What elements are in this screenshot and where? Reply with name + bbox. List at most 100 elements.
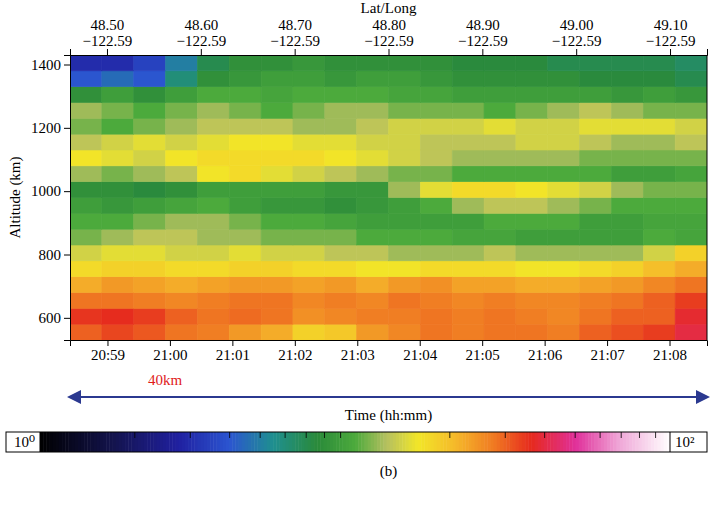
y-tick: 1400 — [31, 57, 70, 73]
x2-tick-label-line: 48.50 — [91, 17, 125, 33]
x2-tick-label-line: 48.90 — [466, 17, 500, 33]
heatmap-cell — [675, 87, 707, 103]
heatmap-cell — [484, 213, 516, 229]
heatmap-cell — [611, 213, 643, 229]
heatmap-cell — [325, 55, 357, 71]
heatmap-cell — [548, 182, 580, 198]
colorbar-swatch — [238, 432, 242, 452]
colorbar-frame — [6, 432, 707, 452]
heatmap-cell — [580, 118, 612, 134]
colorbar-swatch — [305, 432, 309, 452]
colorbar-swatch — [579, 432, 583, 452]
heatmap-cell — [580, 261, 612, 277]
colorbar-swatch — [582, 432, 586, 452]
heatmap-cell — [548, 55, 580, 71]
heatmap-cell — [484, 103, 516, 119]
colorbar-swatch — [188, 432, 192, 452]
heatmap-cell — [357, 229, 389, 245]
heatmap-cell — [229, 245, 261, 261]
heatmap-cell — [357, 324, 389, 340]
heatmap-cell — [611, 182, 643, 198]
x-tick: 21:02 — [278, 340, 312, 363]
heatmap-cell — [580, 150, 612, 166]
x-tick-label: 21:06 — [528, 347, 563, 363]
x2-tick-label-line: −122.59 — [364, 33, 414, 49]
heatmap-cell — [325, 245, 357, 261]
colorbar-swatch — [380, 432, 384, 452]
heatmap-cell — [166, 55, 198, 71]
heatmap-cell — [452, 277, 484, 293]
heatmap-cell — [357, 213, 389, 229]
colorbar-swatch — [194, 432, 198, 452]
heatmap-cell — [197, 103, 229, 119]
heatmap-cell — [134, 245, 166, 261]
heatmap-cell — [134, 213, 166, 229]
heatmap-cell — [611, 245, 643, 261]
heatmap-cell — [420, 261, 452, 277]
x-tick-label: 21:02 — [278, 347, 312, 363]
colorbar-swatch — [330, 432, 334, 452]
colorbar-swatch — [65, 432, 69, 452]
colorbar-swatch — [487, 432, 491, 452]
colorbar-swatch — [513, 432, 517, 452]
heatmap-cell — [325, 308, 357, 324]
colorbar-minor-tick — [340, 432, 341, 438]
heatmap-cell — [420, 293, 452, 309]
x2-axis-title: Lat/Long — [361, 0, 417, 16]
heatmap-cell — [70, 261, 102, 277]
colorbar-swatch — [320, 432, 324, 452]
heatmap-cell — [102, 71, 134, 87]
heatmap-cells — [70, 55, 707, 340]
heatmap-cell — [166, 134, 198, 150]
heatmap-cell — [643, 198, 675, 214]
heatmap-cell — [643, 245, 675, 261]
heatmap-cell — [102, 150, 134, 166]
heatmap-cell — [611, 308, 643, 324]
colorbar-swatch — [235, 432, 239, 452]
heatmap-cell — [643, 103, 675, 119]
heatmap-cell — [293, 213, 325, 229]
heatmap-cell — [516, 118, 548, 134]
colorbar-swatch — [59, 432, 63, 452]
heatmap-cell — [389, 245, 421, 261]
heatmap-cell — [452, 213, 484, 229]
heatmap-cell — [611, 277, 643, 293]
heatmap-cell — [261, 118, 293, 134]
heatmap-cell — [357, 166, 389, 182]
heatmap-cell — [452, 324, 484, 340]
colorbar-swatch — [519, 432, 523, 452]
y-tick-label: 1400 — [31, 57, 61, 73]
colorbar-swatch — [434, 432, 438, 452]
x2-tick: 48.80−122.59 — [364, 17, 414, 55]
colorbar-swatch — [157, 432, 161, 452]
heatmap-cell — [357, 87, 389, 103]
heatmap-cell — [357, 308, 389, 324]
heatmap-cell — [325, 103, 357, 119]
heatmap-cell — [325, 134, 357, 150]
heatmap-cell — [420, 182, 452, 198]
x-axis-title: Time (hh:mm) — [345, 407, 432, 424]
colorbar-swatch — [610, 432, 614, 452]
heatmap-cell — [389, 118, 421, 134]
heatmap-cell — [516, 261, 548, 277]
heatmap-cell — [70, 134, 102, 150]
heatmap-cell — [484, 308, 516, 324]
colorbar-swatch — [465, 432, 469, 452]
heatmap-cell — [357, 55, 389, 71]
heatmap-cell — [548, 103, 580, 119]
x-tick: 21:05 — [466, 340, 500, 363]
colorbar-minor-tick — [324, 432, 325, 438]
heatmap-cell — [611, 71, 643, 87]
x2-tick: 48.60−122.59 — [176, 17, 226, 55]
colorbar-minor-tick — [639, 432, 640, 438]
heatmap-cell — [102, 103, 134, 119]
heatmap-cell — [643, 293, 675, 309]
heatmap-cell — [452, 118, 484, 134]
heatmap-cell — [452, 166, 484, 182]
heatmap-cell — [261, 198, 293, 214]
annotation: 40km — [148, 372, 183, 388]
heatmap-cell — [261, 71, 293, 87]
heatmap-cell — [580, 55, 612, 71]
colorbar-swatch — [525, 432, 529, 452]
heatmap-cell — [197, 150, 229, 166]
